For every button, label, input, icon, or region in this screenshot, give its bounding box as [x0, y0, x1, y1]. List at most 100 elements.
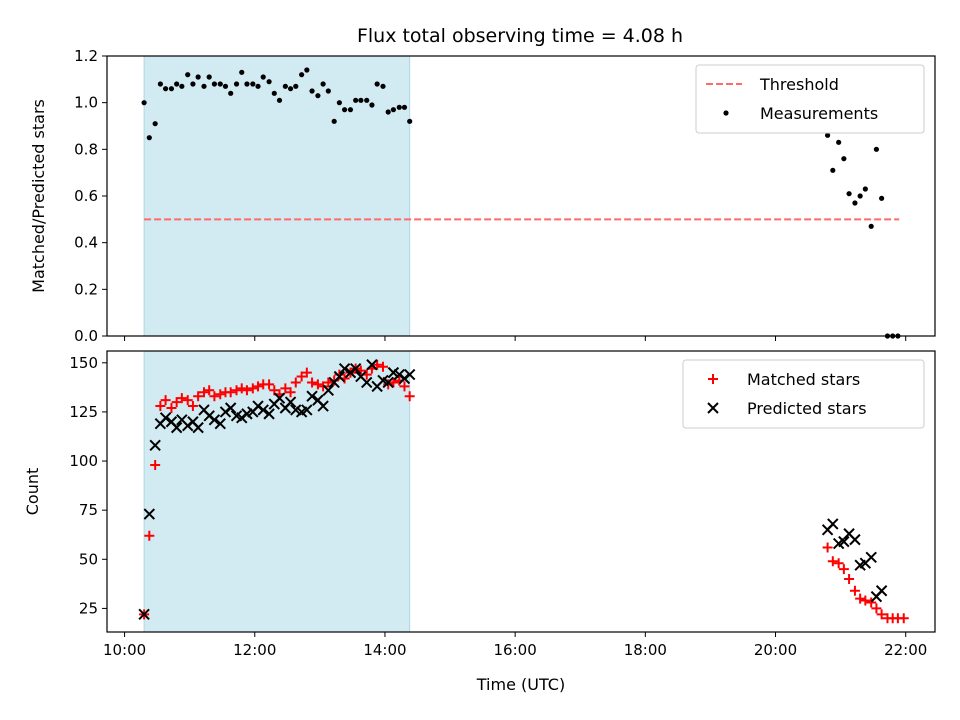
measurement-point [293, 83, 299, 89]
measurement-point [407, 118, 413, 124]
chart-title: Flux total observing time = 4.08 h [357, 25, 683, 47]
matched-star-point [312, 379, 323, 390]
measurement-point [146, 135, 152, 141]
x-tick-label: 14:00 [363, 641, 406, 659]
measurement-point [353, 97, 359, 103]
measurement-point [228, 90, 234, 96]
measurement-point [304, 67, 310, 73]
measurement-point [222, 83, 229, 89]
y-axis-label: Matched/Predicted stars [29, 99, 48, 293]
measurement-point [862, 186, 868, 192]
measurement-point [341, 107, 348, 113]
predicted-star-point [306, 390, 318, 402]
measurement-point [250, 81, 256, 87]
measurement-point [141, 100, 147, 106]
y-tick-label: 125 [69, 403, 98, 421]
measurement-point [287, 86, 294, 92]
matched-star-point [209, 391, 220, 402]
matched-star-point [290, 377, 301, 388]
legend-measurement-swatch [723, 110, 729, 116]
predicted-star-point [301, 404, 313, 416]
measurement-point [374, 81, 380, 87]
predicted-star-point [257, 404, 269, 416]
measurement-point [347, 107, 354, 113]
matched-star-point [215, 389, 226, 400]
measurement-point [824, 132, 831, 138]
matched-star-point [898, 613, 909, 624]
y-tick-label: 75 [79, 501, 98, 519]
observing-window-shade [143, 350, 411, 633]
matched-star-point [323, 377, 334, 388]
matched-star-point [166, 402, 177, 413]
predicted-star-point [263, 408, 275, 420]
measurement-point [266, 79, 272, 85]
x-tick-label: 10:00 [103, 641, 146, 659]
matched-star-point [827, 556, 838, 567]
measurement-point [320, 81, 326, 87]
matched-star-point [307, 377, 318, 388]
measurement-point [211, 81, 218, 87]
predicted-star-point [333, 370, 346, 383]
predicted-star-point [827, 518, 839, 530]
measurement-point [299, 72, 305, 78]
observing-window-shade [143, 55, 411, 337]
matched-star-point [264, 379, 275, 390]
matched-star-point [844, 573, 855, 584]
top-panel: 0.0 0.2 0.4 0.6 0.8 1.0 1.2 Matched/Predicted s… [29, 47, 936, 345]
measurement-point [190, 81, 196, 87]
matched-star-point [378, 361, 388, 372]
matched-star-point [871, 603, 882, 614]
matched-star-point [225, 387, 236, 398]
y-tick-label: 1.2 [74, 47, 98, 65]
matched-star-point [372, 359, 383, 370]
measurement-point [868, 223, 874, 229]
matched-star-point [247, 383, 258, 394]
y-tick-label: 0.0 [74, 327, 98, 345]
matched-star-point [388, 377, 399, 388]
predicted-star-point [865, 551, 877, 564]
matched-star-point [204, 385, 215, 396]
measurement-point [325, 88, 331, 94]
measurement-point [857, 193, 863, 199]
matched-star-point [855, 593, 866, 604]
measurement-point [282, 83, 288, 89]
measurement-point [852, 200, 858, 206]
matched-star-point [160, 395, 171, 406]
matched-star-point [198, 387, 209, 398]
predicted-star-point [349, 362, 362, 375]
matched-star-point [860, 595, 871, 606]
measurement-point [162, 86, 169, 92]
measurement-point [217, 81, 223, 87]
matched-star-point [849, 585, 860, 596]
y-tick-label: 50 [79, 550, 98, 568]
measurement-point [336, 100, 342, 106]
measurement-point [179, 83, 185, 89]
measurement-point [380, 83, 386, 89]
measurement-point [309, 88, 315, 94]
predicted-star-point [403, 368, 416, 381]
measurement-point [152, 121, 158, 127]
measurement-point [836, 139, 842, 145]
measurement-point [364, 97, 370, 103]
x-tick-label: 16:00 [494, 641, 537, 659]
measurement-point [385, 109, 391, 115]
matched-star-point [296, 371, 307, 382]
measurement-point [185, 72, 191, 78]
matched-star-point [176, 393, 187, 404]
matched-star-point [150, 459, 161, 470]
predicted-star-point [317, 400, 329, 412]
measurement-point [830, 167, 836, 173]
x-tick-label: 12:00 [233, 641, 276, 659]
predicted-star-point [838, 535, 850, 548]
x-axis-label: Time (UTC) [476, 675, 565, 694]
predicted-star-point [208, 414, 221, 426]
measurement-point [873, 146, 880, 152]
measurement-point [369, 102, 375, 108]
predicted-star-point [382, 376, 394, 389]
y-tick-label: 100 [69, 452, 98, 470]
predicted-star-point [322, 384, 335, 397]
predicted-star-point [366, 359, 378, 371]
legend-entry-label: Predicted stars [747, 399, 867, 418]
measurement-point [195, 74, 201, 80]
measurement-point [271, 90, 277, 96]
